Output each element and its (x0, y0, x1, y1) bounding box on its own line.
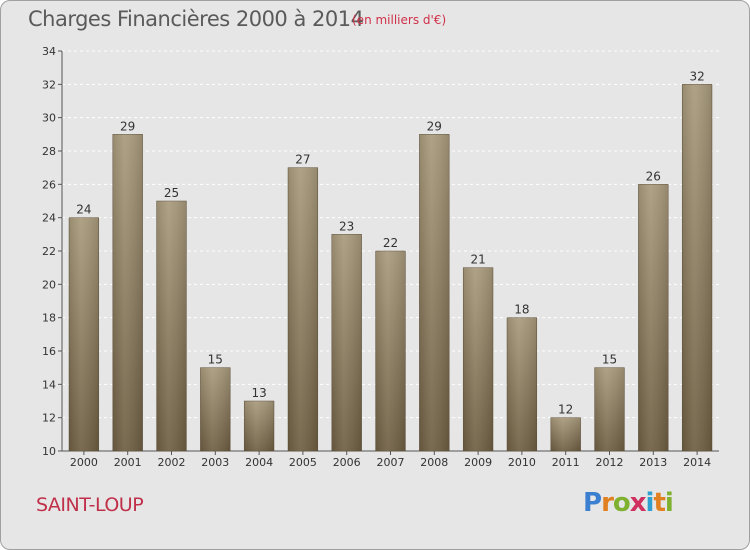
y-tick-label: 32 (42, 78, 56, 91)
y-tick-label: 26 (42, 178, 56, 191)
bars (68, 84, 713, 452)
data-label: 25 (164, 186, 179, 200)
bar-shade (550, 417, 581, 451)
proxiti-logo[interactable]: Proxiti (583, 488, 674, 518)
data-label: 15 (208, 353, 223, 367)
bar-shade (463, 267, 493, 451)
y-tick-label: 10 (42, 445, 56, 458)
y-tick-label: 28 (42, 145, 56, 158)
bar-shade (69, 217, 99, 451)
data-label: 15 (602, 353, 617, 367)
data-labels: 24 29 25 15 13 27 23 22 29 21 18 12 15 26 32 (76, 69, 704, 416)
y-tick-label: 12 (42, 412, 56, 425)
x-tick-label: 2008 (420, 456, 448, 469)
y-tick-label: 22 (42, 245, 56, 258)
y-tick-label: 20 (42, 278, 56, 291)
x-tick-label: 2000 (70, 456, 98, 469)
data-label: 18 (514, 303, 529, 317)
x-tick-label: 2005 (289, 456, 317, 469)
data-label: 27 (295, 153, 310, 167)
data-label: 13 (251, 386, 266, 400)
y-tick-label: 30 (42, 112, 56, 125)
x-tick-label: 2007 (377, 456, 405, 469)
bar-shade (156, 201, 187, 451)
x-tick-label: 2004 (245, 456, 273, 469)
bar-shade (594, 367, 625, 451)
y-tick-label: 16 (42, 345, 56, 358)
x-tick-label: 2001 (114, 456, 142, 469)
data-label: 12 (558, 403, 573, 417)
data-label: 22 (383, 236, 398, 250)
chart-title: Charges Financières 2000 à 2014 (28, 7, 364, 31)
y-tick-label: 14 (42, 378, 56, 391)
data-label: 32 (689, 69, 704, 83)
bar-shade (288, 167, 318, 451)
x-tick-label: 2003 (201, 456, 229, 469)
y-tick-label: 18 (42, 312, 56, 325)
bar-shade (419, 134, 450, 452)
bar-shade (112, 134, 143, 452)
bar-shade (507, 317, 537, 451)
x-tick-label: 2012 (596, 456, 624, 469)
chart-subtitle: (en milliers d'€) (352, 13, 447, 27)
bar-shade (200, 367, 231, 451)
data-label: 29 (120, 119, 135, 133)
y-tick-label: 24 (42, 212, 56, 225)
data-label: 23 (339, 219, 354, 233)
x-tick-label: 2014 (683, 456, 711, 469)
data-label: 21 (470, 253, 485, 267)
y-tick-label: 34 (42, 45, 56, 58)
data-label: 24 (76, 203, 91, 217)
bar-shade (375, 251, 406, 451)
x-tick-label: 2009 (464, 456, 492, 469)
bar-shade (682, 84, 712, 451)
x-tick-label: 2002 (158, 456, 186, 469)
bar-shade (244, 401, 274, 451)
data-label: 26 (646, 169, 661, 183)
city-name: SAINT-LOUP (36, 494, 144, 516)
x-tick-label: 2010 (508, 456, 536, 469)
x-tick-label: 2006 (333, 456, 361, 469)
x-tick-label: 2013 (639, 456, 667, 469)
data-label: 29 (427, 119, 442, 133)
x-tick-label: 2011 (552, 456, 580, 469)
bar-shade (638, 184, 669, 452)
bar-shade (331, 234, 362, 451)
